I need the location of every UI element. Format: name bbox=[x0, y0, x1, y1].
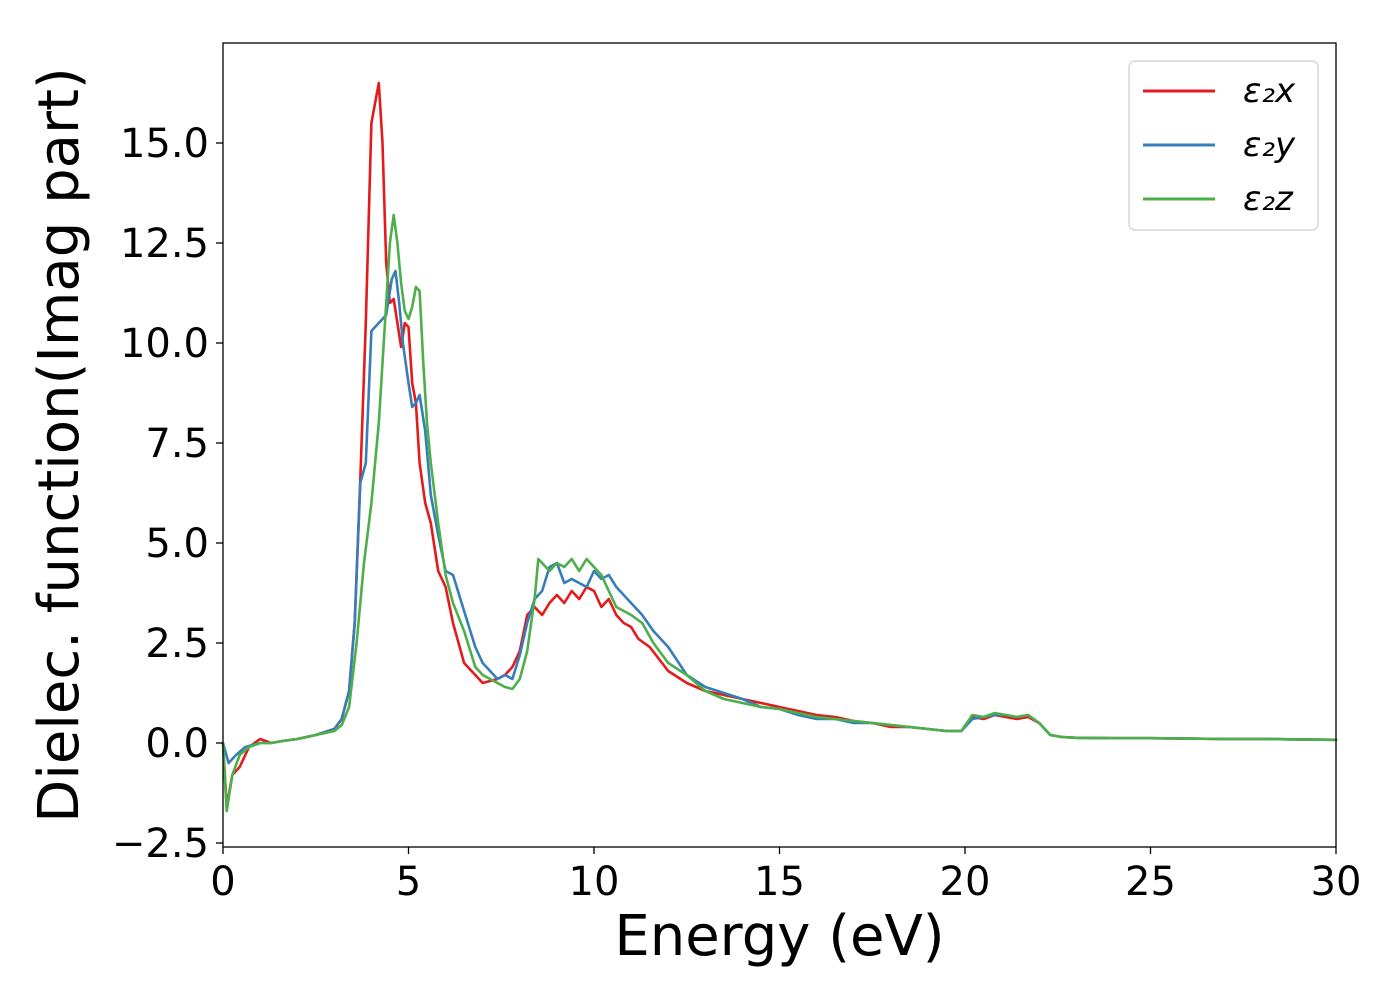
x-tick-label: 0 bbox=[210, 859, 235, 905]
y-tick-label: 15.0 bbox=[120, 121, 209, 167]
y-tick-label: −2.5 bbox=[112, 821, 209, 867]
x-tick-label: 30 bbox=[1311, 859, 1362, 905]
y-axis-ticks: −2.5 0.0 2.5 5.0 7.5 10.0 12.5 15.0 bbox=[112, 121, 223, 867]
y-tick-label: 10.0 bbox=[120, 321, 209, 367]
legend-label-1: ε₂x bbox=[1243, 71, 1296, 111]
legend-box bbox=[1128, 60, 1319, 231]
x-axis-label: Energy (eV) bbox=[614, 904, 944, 969]
x-tick-label: 10 bbox=[569, 859, 620, 905]
series-layer bbox=[221, 81, 1338, 813]
y-tick-label: 0.0 bbox=[145, 721, 209, 767]
legend-label-2: ε₂y bbox=[1243, 125, 1296, 165]
x-tick-label: 20 bbox=[940, 859, 991, 905]
y-tick-label: 12.5 bbox=[120, 221, 209, 267]
x-tick-label: 5 bbox=[396, 859, 421, 905]
series-line-3 bbox=[221, 213, 1338, 813]
y-tick-label: 5.0 bbox=[145, 521, 209, 567]
y-tick-label: 7.5 bbox=[145, 421, 209, 467]
legend-label-3: ε₂z bbox=[1243, 179, 1294, 219]
legend: ε₂x ε₂y ε₂z bbox=[1128, 60, 1319, 231]
y-tick-label: 2.5 bbox=[145, 621, 209, 667]
x-axis-ticks: 0 5 10 15 20 25 30 bbox=[210, 847, 1361, 905]
y-axis-label: Dielec. function(Imag part) bbox=[27, 67, 92, 823]
x-tick-label: 15 bbox=[754, 859, 805, 905]
x-tick-label: 25 bbox=[1125, 859, 1176, 905]
